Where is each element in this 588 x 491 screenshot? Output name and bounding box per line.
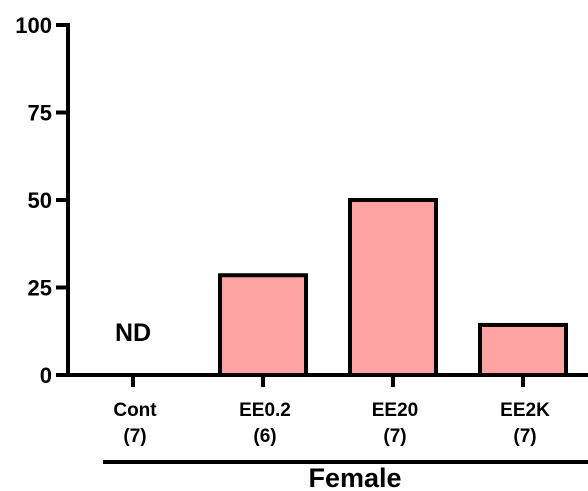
x-tick-label: Cont (113, 400, 157, 421)
x-axis: Cont (7) EE0.2 (6) EE20 (7) EE2K (7) (66, 373, 588, 447)
x-tick-label: EE2K (500, 400, 550, 421)
y-axis: 0 25 50 75 100 (15, 13, 70, 388)
bar-annotation: ND (115, 319, 151, 347)
group-label: Female (308, 463, 401, 491)
x-sample-size-label: (7) (513, 426, 536, 447)
y-tick-label: 0 (40, 363, 52, 388)
bar-ee2k (478, 322, 568, 378)
x-tick-label: EE0.2 (239, 400, 291, 421)
x-sample-size-label: (6) (253, 426, 276, 447)
bars: ND (115, 198, 568, 378)
y-tick-label: 50 (28, 188, 52, 213)
y-tick-label: 25 (28, 276, 52, 301)
bar-ee02 (218, 273, 308, 377)
bar-ee20 (348, 198, 438, 377)
x-sample-size-label: (7) (123, 426, 146, 447)
x-sample-size-label: (7) (383, 426, 406, 447)
y-tick-label: 100 (15, 13, 52, 38)
group-bracket: Female (103, 460, 588, 491)
x-tick-label: EE20 (372, 400, 418, 421)
y-tick-label: 75 (28, 101, 52, 126)
